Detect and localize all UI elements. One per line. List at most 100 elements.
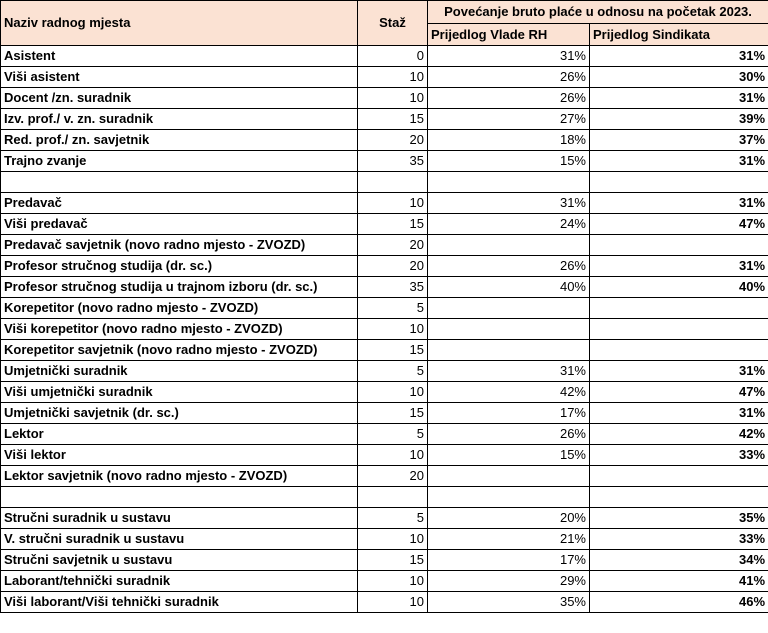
table-row: V. stručni suradnik u sustavu 10 21% 33%: [0, 528, 768, 550]
table-row: Stručni suradnik u sustavu 5 20% 35%: [0, 507, 768, 529]
table-row: Viši lektor 10 15% 33%: [0, 444, 768, 466]
row-sindikat: 40%: [588, 276, 768, 298]
row-vlada: 26%: [427, 423, 590, 445]
row-vlada: 29%: [427, 570, 590, 592]
row-name: Viši laborant/Viši tehnički suradnik: [0, 591, 358, 613]
row-staz: 5: [357, 297, 428, 319]
row-name: Korepetitor savjetnik (novo radno mjesto…: [0, 339, 358, 361]
table-row: Korepetitor (novo radno mjesto - ZVOZD) 5: [0, 297, 768, 319]
table-row: Lektor 5 26% 42%: [0, 423, 768, 445]
row-name: Umjetnički savjetnik (dr. sc.): [0, 402, 358, 424]
row-staz: 5: [357, 423, 428, 445]
row-name: Lektor savjetnik (novo radno mjesto - ZV…: [0, 465, 358, 487]
row-sindikat: 33%: [588, 528, 768, 550]
table-row: Predavač 10 31% 31%: [0, 192, 768, 214]
row-sindikat: 47%: [588, 381, 768, 403]
row-staz: [357, 171, 428, 193]
row-vlada: 18%: [427, 129, 590, 151]
row-name: Profesor stručnog studija u trajnom izbo…: [0, 276, 358, 298]
row-staz: 10: [357, 591, 428, 613]
row-sindikat: 31%: [588, 87, 768, 109]
row-name: Stručni savjetnik u sustavu: [0, 549, 358, 571]
row-name: Izv. prof./ v. zn. suradnik: [0, 108, 358, 130]
row-sindikat: [588, 234, 768, 256]
row-vlada: [427, 339, 590, 361]
header-row: Naziv radnog mjesta Staž Povećanje bruto…: [0, 0, 768, 46]
row-name: Predavač: [0, 192, 358, 214]
row-name: [0, 171, 358, 193]
row-vlada: 31%: [427, 360, 590, 382]
row-vlada: [427, 171, 590, 193]
row-vlada: 15%: [427, 150, 590, 172]
row-sindikat: 31%: [588, 402, 768, 424]
row-name: Viši predavač: [0, 213, 358, 235]
row-sindikat: 41%: [588, 570, 768, 592]
row-staz: 15: [357, 108, 428, 130]
row-sindikat: 46%: [588, 591, 768, 613]
row-vlada: 42%: [427, 381, 590, 403]
row-sindikat: 31%: [588, 192, 768, 214]
row-name: Asistent: [0, 45, 358, 67]
row-vlada: 17%: [427, 402, 590, 424]
row-vlada: 15%: [427, 444, 590, 466]
table-row: Laborant/tehnički suradnik 10 29% 41%: [0, 570, 768, 592]
row-name: Trajno zvanje: [0, 150, 358, 172]
row-vlada: 20%: [427, 507, 590, 529]
table-row: Profesor stručnog studija u trajnom izbo…: [0, 276, 768, 298]
row-name: Laborant/tehnički suradnik: [0, 570, 358, 592]
row-vlada: [427, 297, 590, 319]
row-staz: 0: [357, 45, 428, 67]
row-staz: 20: [357, 255, 428, 277]
row-sindikat: 34%: [588, 549, 768, 571]
row-vlada: 31%: [427, 45, 590, 67]
row-staz: 15: [357, 402, 428, 424]
row-sindikat: 47%: [588, 213, 768, 235]
table-row: Red. prof./ zn. savjetnik 20 18% 37%: [0, 129, 768, 151]
row-name: Profesor stručnog studija (dr. sc.): [0, 255, 358, 277]
table-row: Korepetitor savjetnik (novo radno mjesto…: [0, 339, 768, 361]
row-name: Umjetnički suradnik: [0, 360, 358, 382]
row-sindikat: [588, 465, 768, 487]
row-vlada: [427, 486, 590, 508]
row-sindikat: 35%: [588, 507, 768, 529]
row-staz: 15: [357, 549, 428, 571]
row-sindikat: [588, 486, 768, 508]
salary-table: Naziv radnog mjesta Staž Povećanje bruto…: [0, 0, 768, 613]
row-name: Red. prof./ zn. savjetnik: [0, 129, 358, 151]
row-staz: 10: [357, 66, 428, 88]
table-row: Viši asistent 10 26% 30%: [0, 66, 768, 88]
row-staz: 10: [357, 192, 428, 214]
table-row: Viši predavač 15 24% 47%: [0, 213, 768, 235]
row-vlada: 40%: [427, 276, 590, 298]
row-sindikat: 31%: [588, 45, 768, 67]
row-vlada: 17%: [427, 549, 590, 571]
row-name: V. stručni suradnik u sustavu: [0, 528, 358, 550]
subheader-row: Prijedlog Vlade RH Prijedlog Sindikata: [1, 22, 768, 46]
row-name: Lektor: [0, 423, 358, 445]
row-staz: 20: [357, 129, 428, 151]
row-staz: 35: [357, 276, 428, 298]
row-name: Viši umjetnički suradnik: [0, 381, 358, 403]
row-vlada: 35%: [427, 591, 590, 613]
row-sindikat: [588, 171, 768, 193]
row-staz: 10: [357, 87, 428, 109]
table-row: Viši laborant/Viši tehnički suradnik 10 35…: [0, 591, 768, 613]
row-staz: 10: [357, 381, 428, 403]
table-row: Docent /zn. suradnik 10 26% 31%: [0, 87, 768, 109]
separator-row: [0, 171, 768, 193]
separator-row: [0, 486, 768, 508]
table-row: Izv. prof./ v. zn. suradnik 15 27% 39%: [0, 108, 768, 130]
header-staz: Staž: [357, 0, 428, 46]
row-sindikat: [588, 339, 768, 361]
header-name: Naziv radnog mjesta: [0, 0, 358, 46]
row-staz: 5: [357, 360, 428, 382]
row-name: Viši asistent: [0, 66, 358, 88]
table-row: Umjetnički suradnik 5 31% 31%: [0, 360, 768, 382]
row-staz: 35: [357, 150, 428, 172]
row-staz: 15: [357, 339, 428, 361]
row-vlada: 24%: [427, 213, 590, 235]
header-group: Povećanje bruto plaće u odnosu na početa…: [426, 0, 768, 24]
row-sindikat: 33%: [588, 444, 768, 466]
table-row: Predavač savjetnik (novo radno mjesto - …: [0, 234, 768, 256]
header-vlada: Prijedlog Vlade RH: [427, 22, 590, 46]
